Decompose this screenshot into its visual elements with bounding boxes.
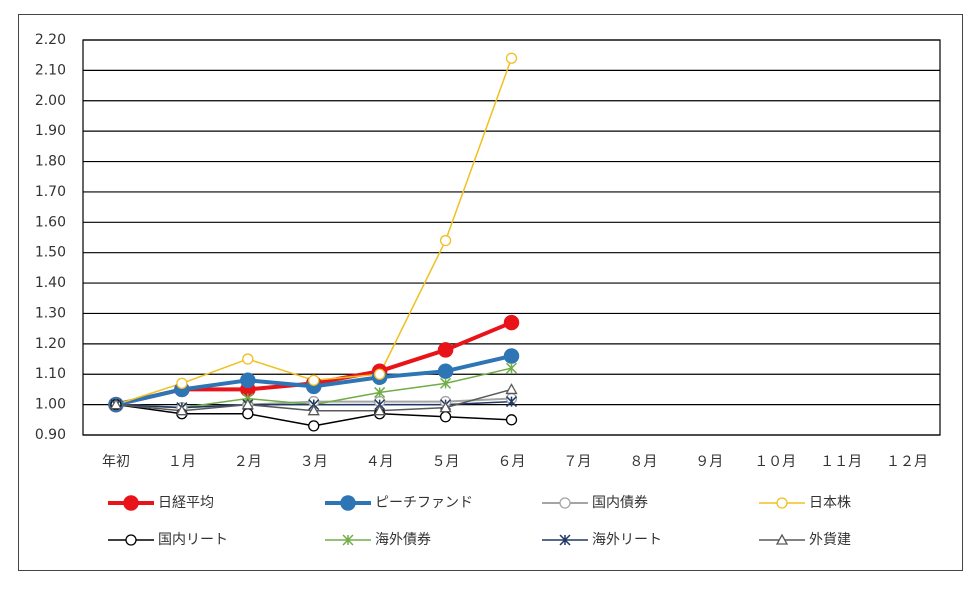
marker [559,534,571,546]
plot-border [82,39,941,436]
y-tick-label: 2.20 [35,32,66,48]
marker [775,533,789,545]
marker [439,401,452,413]
marker [175,404,188,416]
legend-label: 日経平均 [158,495,214,511]
marker [308,374,320,386]
marker [505,362,518,374]
marker [439,411,452,423]
y-tick-label: 1.80 [35,154,66,170]
marker [374,368,386,380]
legend-label: 海外債券 [375,532,431,548]
marker [242,408,254,420]
marker [505,414,518,426]
marker [109,398,123,410]
chart-border [18,14,963,571]
marker [505,383,518,395]
marker [240,372,256,389]
x-tick-label: ５月 [432,454,460,470]
x-tick-label: ７月 [563,454,591,470]
legend-label: 国内債券 [592,495,648,511]
marker [440,377,452,389]
y-tick-label: 1.40 [35,275,66,291]
legend-label: 海外リート [592,532,662,548]
x-tick-label: ９月 [695,454,723,470]
marker [437,342,454,358]
marker [439,234,452,247]
y-tick-label: 2.10 [35,62,66,78]
legend-label: 日本株 [809,495,851,511]
legend-label: ピーチファンド [375,495,473,511]
y-tick-label: 2.00 [35,93,66,109]
x-tick-label: ４月 [366,454,394,470]
marker [241,398,254,410]
marker [503,348,520,364]
marker [374,386,386,398]
legend-label: 国内リート [158,532,228,548]
y-tick-label: 1.10 [35,366,66,382]
y-tick-label: 1.20 [35,336,66,352]
marker [308,420,320,432]
marker [373,404,386,416]
y-tick-label: 1.50 [35,245,66,261]
legend-label: 外貨建 [809,531,851,548]
x-tick-label: ２月 [234,454,262,470]
marker [776,497,788,509]
y-tick-label: 1.90 [35,123,66,139]
y-tick-label: 1.70 [35,184,66,200]
marker [503,314,520,331]
x-tick-label: ６月 [498,454,526,470]
x-tick-label: １１月 [820,454,862,470]
x-tick-label: ８月 [629,454,657,470]
x-tick-label: 年初 [102,453,130,470]
x-tick-label: １２月 [886,454,928,470]
marker [505,396,518,408]
marker [123,495,139,511]
y-tick-label: 1.30 [35,305,66,321]
marker [176,377,188,389]
marker [342,534,354,546]
y-tick-label: 0.90 [35,427,66,443]
x-tick-label: ３月 [300,454,328,470]
marker [505,52,518,64]
marker [242,353,254,365]
y-tick-label: 1.00 [35,397,66,413]
x-tick-label: １月 [168,454,196,470]
marker [559,497,571,509]
marker [340,495,356,511]
marker [437,363,454,379]
marker [125,534,137,546]
y-tick-label: 1.60 [35,214,66,230]
marker [307,404,320,416]
x-tick-label: １０月 [754,454,796,470]
